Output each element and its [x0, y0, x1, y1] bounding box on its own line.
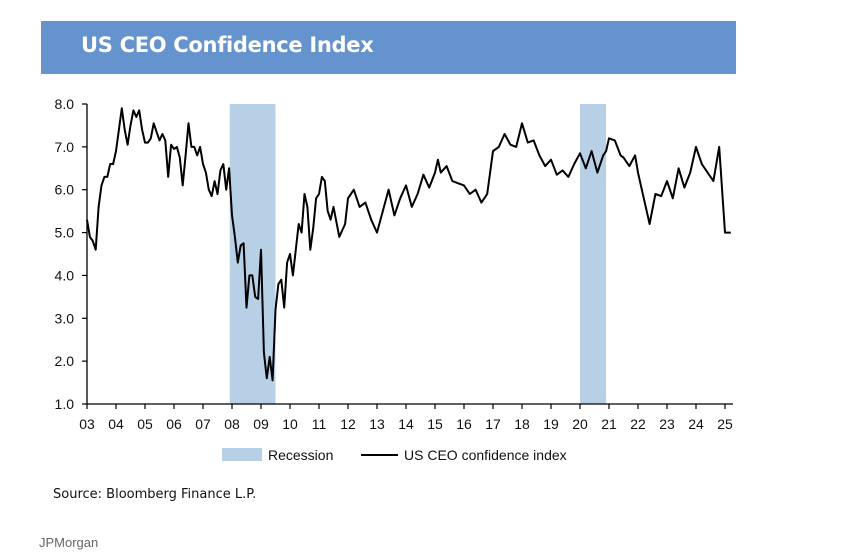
x-tick-label: 06: [166, 416, 182, 432]
y-tick-label: 7.0: [55, 139, 75, 155]
title-bar: US CEO Confidence Index: [41, 21, 736, 74]
source-note: Source: Bloomberg Finance L.P.: [53, 487, 257, 502]
x-tick-label: 22: [630, 416, 646, 432]
legend-recession-swatch: [222, 448, 262, 461]
x-tick-label: 08: [224, 416, 240, 432]
x-tick-label: 03: [79, 416, 95, 432]
legend: Recession US CEO confidence index: [222, 447, 567, 463]
legend-recession-label: Recession: [268, 447, 333, 463]
page-title: US CEO Confidence Index: [81, 33, 374, 57]
x-tick-label: 05: [137, 416, 153, 432]
x-tick-label: 10: [282, 416, 298, 432]
legend-line-label: US CEO confidence index: [404, 447, 567, 463]
y-tick-label: 5.0: [55, 225, 75, 241]
x-tick-label: 24: [688, 416, 704, 432]
x-tick-label: 18: [514, 416, 530, 432]
x-tick-label: 14: [398, 416, 414, 432]
recession-bands: [229, 104, 607, 404]
y-tick-label: 3.0: [55, 310, 75, 326]
x-tick-label: 07: [195, 416, 211, 432]
series-line-0: [86, 107, 731, 382]
axes: 1.0 2.0 3.0 4.0 5.0 6.0 7.0 8.0 03 04 05 06 07 08 09 10…: [55, 96, 733, 432]
x-tick-label: 19: [543, 416, 559, 432]
y-tick-label: 4.0: [55, 267, 75, 283]
credit-label: JPMorgan: [39, 535, 99, 550]
x-tick-label: 15: [427, 416, 443, 432]
y-tick-label: 1.0: [55, 396, 75, 412]
y-tick-label: 8.0: [55, 96, 75, 112]
x-tick-label: 25: [717, 416, 733, 432]
x-tick-label: 12: [340, 416, 356, 432]
x-tick-label: 09: [253, 416, 269, 432]
x-tick-label: 17: [485, 416, 501, 432]
x-tick-label: 11: [312, 416, 327, 432]
x-tick-label: 23: [659, 416, 675, 432]
x-tick-label: 16: [456, 416, 472, 432]
x-tick-label: 04: [108, 416, 124, 432]
x-tick-label: 21: [601, 416, 617, 432]
recession-band-1: [580, 104, 607, 404]
y-tick-label: 2.0: [55, 353, 75, 369]
x-tick-label: 13: [369, 416, 385, 432]
y-tick-label: 6.0: [55, 182, 75, 198]
x-tick-label: 20: [572, 416, 588, 432]
series-line-group: [86, 107, 731, 382]
